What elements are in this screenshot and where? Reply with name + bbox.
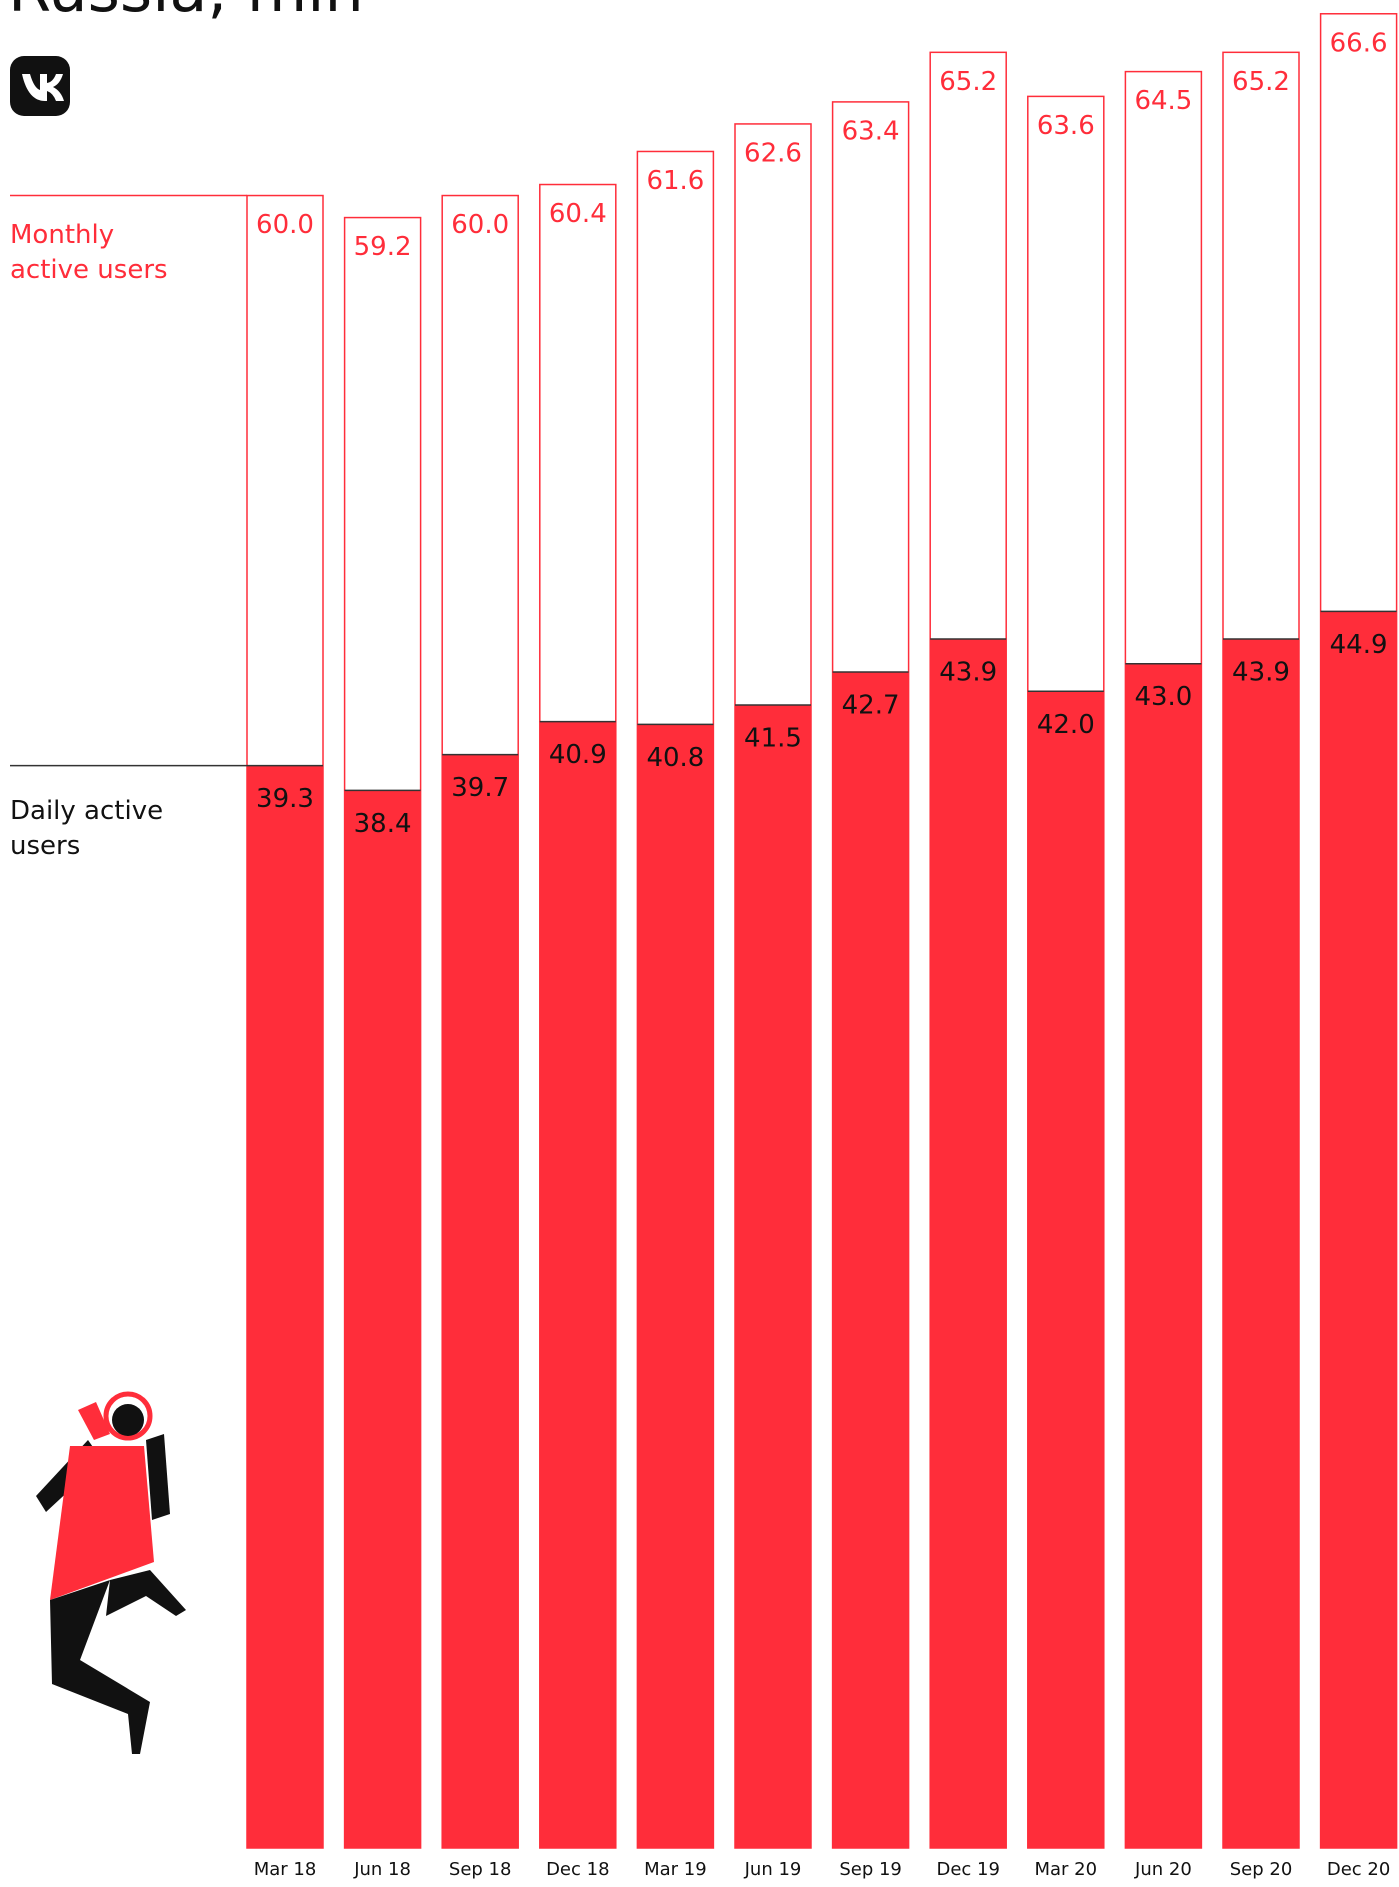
value-label: 40.9 <box>549 740 607 770</box>
x-tick-label: Dec 18 <box>546 1859 609 1880</box>
value-label: 60.0 <box>256 210 314 240</box>
bar <box>344 790 421 1848</box>
value-label: 39.3 <box>256 784 314 814</box>
x-tick-label: Jun 18 <box>353 1859 411 1880</box>
x-tick-label: Dec 19 <box>936 1859 999 1880</box>
bar <box>930 638 1007 1848</box>
x-tick-label: Sep 18 <box>449 1859 512 1880</box>
series-label: Daily active users <box>10 795 164 861</box>
figure-illustration <box>36 1391 186 1754</box>
value-label: 38.4 <box>354 809 412 839</box>
value-label: 42.0 <box>1037 710 1095 740</box>
x-tick-label: Mar 18 <box>254 1859 317 1880</box>
x-tick-label: Mar 20 <box>1035 1859 1098 1880</box>
value-label: 65.2 <box>1232 67 1290 97</box>
value-label: 66.6 <box>1330 28 1388 58</box>
value-label: 39.7 <box>451 773 509 803</box>
value-label: 41.5 <box>744 724 802 754</box>
bar <box>637 724 714 1848</box>
x-tick-label: Mar 19 <box>644 1859 707 1880</box>
value-label: 60.4 <box>549 199 607 229</box>
bar <box>247 765 323 1848</box>
value-label: 59.2 <box>354 232 412 262</box>
bar <box>1223 638 1299 1848</box>
value-label: 61.6 <box>646 166 704 196</box>
value-label: 40.8 <box>646 743 704 773</box>
value-label: 44.9 <box>1330 630 1388 660</box>
value-label: 42.7 <box>842 691 900 721</box>
value-label: 62.6 <box>744 138 802 168</box>
value-label: 60.0 <box>451 210 509 240</box>
series-label: Monthly active users <box>10 219 168 285</box>
value-label: 43.9 <box>1232 657 1290 687</box>
bar <box>442 754 519 1848</box>
value-label: 43.0 <box>1134 682 1192 712</box>
bar <box>539 721 616 1849</box>
value-label: 65.2 <box>939 67 997 97</box>
value-label: 63.4 <box>842 116 900 146</box>
value-label: 43.9 <box>939 657 997 687</box>
x-tick-label: Jun 20 <box>1134 1859 1192 1880</box>
x-tick-label: Dec 20 <box>1327 1859 1390 1880</box>
vk-logo <box>10 56 70 116</box>
bar <box>1027 691 1104 1848</box>
bar <box>832 672 909 1848</box>
bar <box>1125 663 1202 1848</box>
value-label: 63.6 <box>1037 111 1095 141</box>
bar <box>735 705 811 1848</box>
chart-title: Russia, mln <box>8 0 364 26</box>
value-label: 64.5 <box>1134 86 1192 116</box>
bar <box>1320 611 1397 1848</box>
x-tick-label: Jun 19 <box>744 1859 802 1880</box>
x-tick-label: Sep 19 <box>839 1859 902 1880</box>
x-tick-label: Sep 20 <box>1230 1859 1293 1880</box>
